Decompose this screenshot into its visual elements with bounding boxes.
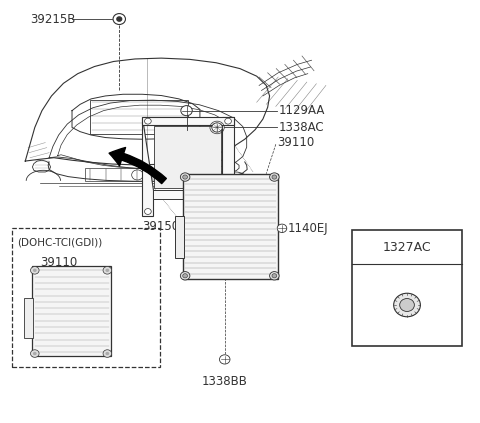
Text: 39215B: 39215B — [30, 13, 75, 25]
Circle shape — [180, 272, 190, 280]
Circle shape — [180, 173, 190, 181]
Circle shape — [106, 269, 109, 272]
Text: 1338BB: 1338BB — [202, 375, 248, 388]
Circle shape — [33, 352, 36, 355]
Circle shape — [181, 106, 192, 115]
Circle shape — [183, 175, 188, 179]
Text: (DOHC-TCI(GDI)): (DOHC-TCI(GDI)) — [18, 238, 103, 247]
Bar — [154, 126, 221, 188]
Circle shape — [225, 118, 231, 124]
Circle shape — [183, 274, 188, 278]
Text: 39110: 39110 — [277, 136, 314, 148]
Bar — [90, 100, 188, 134]
Circle shape — [270, 173, 279, 181]
Circle shape — [277, 224, 287, 233]
Text: 39150: 39150 — [142, 220, 180, 233]
Circle shape — [117, 17, 121, 21]
Circle shape — [212, 123, 222, 132]
Circle shape — [144, 209, 151, 214]
Circle shape — [144, 118, 151, 124]
Polygon shape — [222, 117, 234, 190]
Polygon shape — [142, 117, 234, 125]
Bar — [85, 168, 188, 181]
Circle shape — [113, 14, 125, 25]
Circle shape — [272, 175, 277, 179]
Text: 1338AC: 1338AC — [279, 121, 325, 134]
Circle shape — [272, 274, 277, 278]
Circle shape — [31, 350, 39, 357]
Circle shape — [270, 272, 279, 280]
Polygon shape — [153, 190, 222, 199]
Bar — [24, 298, 33, 338]
Bar — [33, 266, 111, 357]
Bar — [183, 174, 278, 279]
Bar — [352, 231, 462, 346]
Text: 1129AA: 1129AA — [279, 104, 325, 117]
Circle shape — [103, 350, 112, 357]
Circle shape — [103, 266, 112, 274]
Bar — [12, 228, 160, 367]
FancyArrowPatch shape — [109, 148, 167, 184]
Circle shape — [400, 299, 414, 311]
Polygon shape — [142, 117, 153, 216]
Bar — [175, 216, 184, 258]
Text: 39110: 39110 — [40, 255, 78, 269]
Circle shape — [106, 352, 109, 355]
Circle shape — [394, 293, 420, 317]
Circle shape — [219, 355, 230, 364]
Text: 1140EJ: 1140EJ — [288, 222, 328, 235]
Circle shape — [33, 269, 36, 272]
Text: 1327AC: 1327AC — [383, 241, 432, 254]
Circle shape — [31, 266, 39, 274]
